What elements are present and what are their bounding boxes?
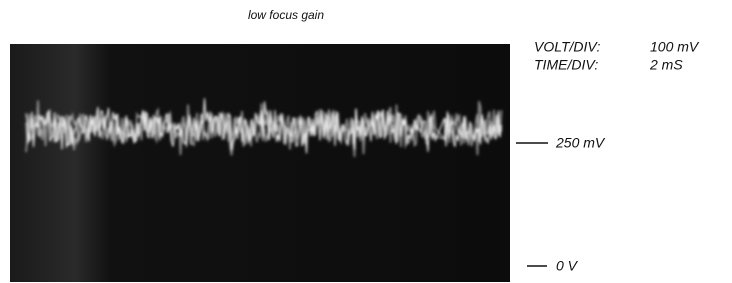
scope-screen	[10, 44, 510, 282]
figure: low focus gain VOLT/DIV: 100 mV TIME/DIV…	[0, 0, 732, 283]
caption: low focus gain	[248, 8, 324, 22]
time-div-label: TIME/DIV:	[534, 57, 598, 73]
time-div-value: 2 mS	[649, 57, 683, 73]
lower-level-label: 0 V	[556, 258, 579, 274]
volt-div-label: VOLT/DIV:	[534, 39, 601, 55]
upper-level-label: 250 mV	[555, 135, 606, 151]
volt-div-value: 100 mV	[650, 39, 700, 55]
